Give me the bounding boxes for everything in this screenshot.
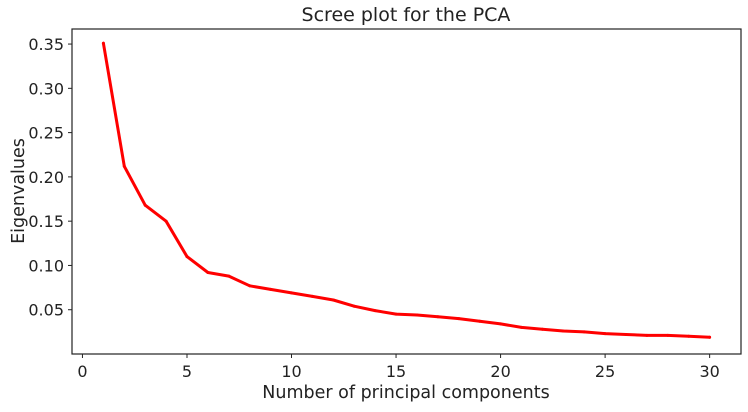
eigenvalue-point — [248, 284, 252, 288]
eigenvalue-point — [499, 322, 503, 326]
plot-background — [72, 29, 741, 354]
chart-title: Scree plot for the PCA — [302, 4, 511, 26]
y-axis-label: Eigenvalues — [9, 138, 29, 244]
series-layer — [101, 41, 712, 339]
eigenvalue-line — [101, 41, 712, 339]
eigenvalue-point — [415, 313, 419, 317]
eigenvalue-point — [666, 333, 670, 337]
eigenvalue-point — [582, 330, 586, 334]
eigenvalue-point — [310, 294, 314, 298]
eigenvalue-point — [540, 327, 544, 331]
eigenvalue-point — [520, 325, 523, 329]
eigenvalue-point — [624, 333, 628, 336]
eigenvalue-point — [143, 203, 147, 207]
eigenvalue-point — [436, 315, 440, 319]
eigenvalue-point — [269, 287, 273, 291]
x-tick-label: 5 — [182, 362, 192, 381]
y-tick-label: 0.30 — [28, 79, 64, 98]
x-tick-label: 25 — [595, 362, 615, 381]
x-tick-label: 0 — [77, 362, 87, 381]
y-tick-label: 0.05 — [28, 301, 64, 320]
plot-frame — [71, 28, 742, 355]
eigenvalue-point — [603, 332, 607, 336]
x-tick-label: 10 — [281, 362, 301, 381]
x-axis-label: Number of principal components — [262, 383, 549, 403]
eigenvalue-point — [227, 274, 231, 278]
y-tick-label: 0.10 — [28, 256, 64, 275]
eigenvalue-point — [394, 312, 398, 316]
eigenvalue-point — [457, 317, 461, 321]
eigenvalue-point — [561, 329, 565, 333]
eigenvalue-point — [164, 219, 168, 223]
eigenvalue-point — [122, 164, 126, 168]
y-tick-label: 0.15 — [28, 212, 64, 231]
x-axis-ticks: 0 5 10 15 20 25 30 — [77, 354, 720, 381]
y-axis-ticks: 0.05 0.10 0.15 0.20 0.25 0.30 0.35 — [28, 35, 72, 320]
y-tick-label: 0.35 — [28, 35, 64, 54]
eigenvalue-point — [206, 271, 210, 274]
eigenvalue-point — [331, 298, 335, 302]
x-tick-label: 15 — [386, 362, 406, 381]
eigenvalue-point — [352, 304, 356, 308]
x-tick-label: 30 — [699, 362, 719, 381]
eigenvalue-point — [373, 309, 377, 313]
x-tick-label: 20 — [490, 362, 510, 381]
eigenvalue-point — [290, 291, 293, 295]
eigenvalue-point — [478, 319, 482, 323]
y-tick-label: 0.25 — [28, 124, 64, 143]
eigenvalue-point — [101, 41, 105, 45]
eigenvalue-point — [708, 335, 712, 339]
y-tick-label: 0.20 — [28, 168, 64, 187]
eigenvalue-point — [687, 334, 691, 338]
eigenvalue-point — [185, 255, 189, 259]
eigenvalue-point — [645, 333, 649, 337]
